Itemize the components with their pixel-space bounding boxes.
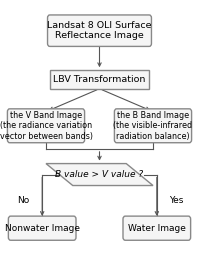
Polygon shape (46, 164, 153, 185)
Text: LBV Transformation: LBV Transformation (53, 75, 146, 84)
Text: the B Band Image
(the visible-infrared
radiation balance): the B Band Image (the visible-infrared r… (113, 111, 193, 141)
FancyBboxPatch shape (7, 109, 85, 143)
Text: the V Band Image
(the radiance variation
vector between bands): the V Band Image (the radiance variation… (0, 111, 93, 141)
Text: No: No (17, 196, 29, 205)
Text: Water Image: Water Image (128, 224, 186, 233)
FancyBboxPatch shape (48, 15, 151, 46)
FancyBboxPatch shape (114, 109, 192, 143)
Text: Yes: Yes (169, 196, 183, 205)
Text: B value > V value ?: B value > V value ? (56, 170, 143, 179)
FancyBboxPatch shape (8, 216, 76, 240)
Text: Landsat 8 OLI Surface
Reflectance Image: Landsat 8 OLI Surface Reflectance Image (47, 21, 152, 40)
FancyBboxPatch shape (50, 70, 149, 89)
Text: Nonwater Image: Nonwater Image (5, 224, 80, 233)
FancyBboxPatch shape (123, 216, 191, 240)
